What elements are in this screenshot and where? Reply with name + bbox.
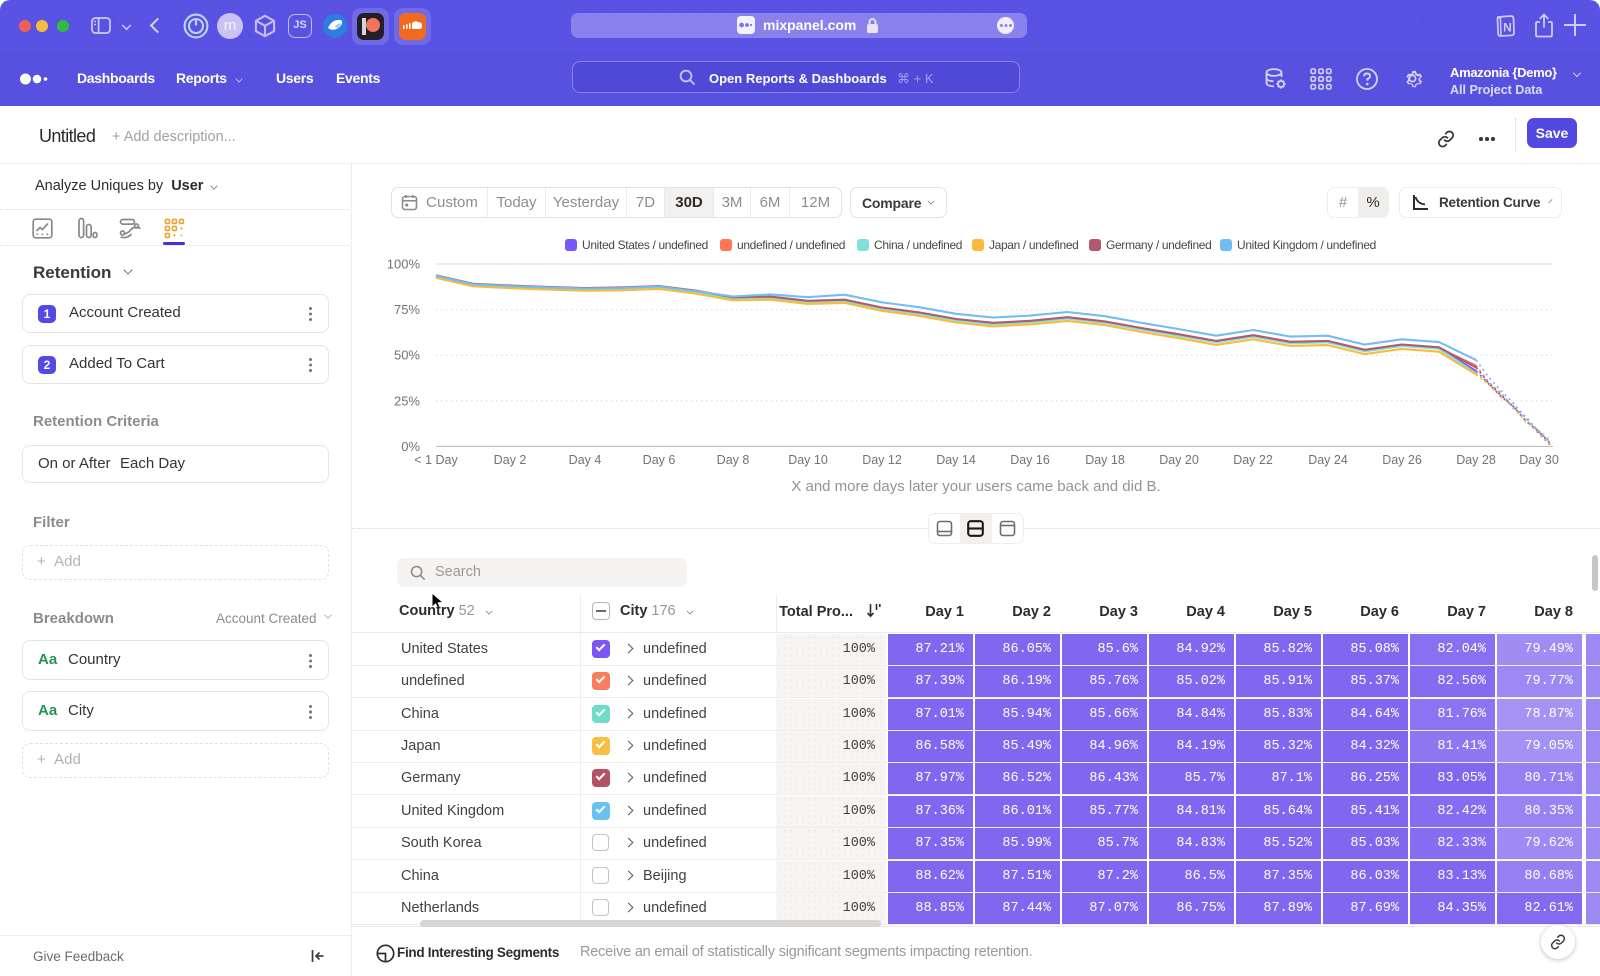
svg-text:Day 26: Day 26 — [1382, 453, 1422, 467]
svg-text:Day 2: Day 2 — [494, 453, 527, 467]
svg-text:Day 6: Day 6 — [643, 453, 676, 467]
svg-text:0%: 0% — [401, 439, 420, 454]
svg-text:75%: 75% — [394, 302, 420, 317]
svg-text:Day 22: Day 22 — [1233, 453, 1273, 467]
svg-text:Day 12: Day 12 — [862, 453, 902, 467]
svg-text:Day 24: Day 24 — [1308, 453, 1348, 467]
svg-text:Day 8: Day 8 — [717, 453, 750, 467]
svg-text:Day 10: Day 10 — [788, 453, 828, 467]
svg-text:25%: 25% — [394, 393, 420, 408]
svg-text:Day 30: Day 30 — [1519, 453, 1559, 467]
svg-text:100%: 100% — [387, 257, 421, 272]
svg-text:Day 20: Day 20 — [1159, 453, 1199, 467]
svg-text:50%: 50% — [394, 348, 420, 363]
svg-text:Day 28: Day 28 — [1456, 453, 1496, 467]
svg-text:Day 18: Day 18 — [1085, 453, 1125, 467]
svg-text:Day 4: Day 4 — [569, 453, 602, 467]
svg-text:Day 14: Day 14 — [936, 453, 976, 467]
svg-text:Day 16: Day 16 — [1010, 453, 1050, 467]
svg-text:< 1 Day: < 1 Day — [414, 453, 458, 467]
svg-text:N: N — [1503, 21, 1512, 35]
